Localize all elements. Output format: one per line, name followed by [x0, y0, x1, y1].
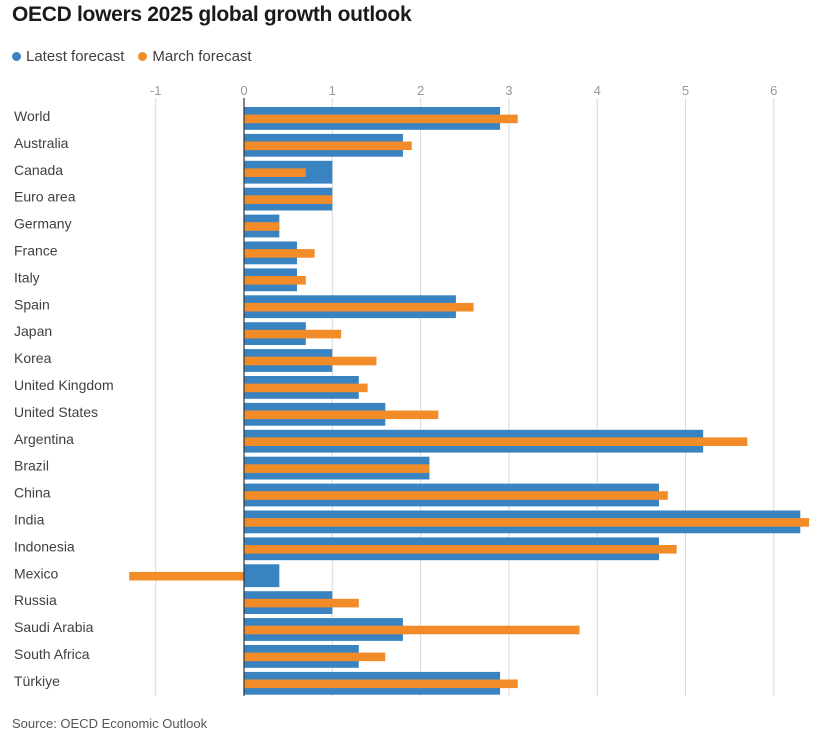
legend-label-march: March forecast — [152, 48, 252, 65]
category-label: Türkiye — [14, 673, 60, 689]
bar-march-forecast — [244, 195, 333, 204]
category-label: Japan — [14, 323, 52, 339]
legend-swatch-march — [138, 52, 148, 61]
category-label: Saudi Arabia — [14, 619, 94, 635]
bar-march-forecast — [244, 679, 518, 689]
x-tick-label: 0 — [240, 83, 247, 98]
category-label: China — [14, 485, 51, 501]
category-label: India — [14, 512, 45, 528]
bar-march-forecast — [244, 410, 439, 420]
legend-swatch-latest — [12, 52, 21, 61]
x-tick-label: 3 — [505, 83, 512, 98]
category-label: Indonesia — [14, 538, 75, 554]
source-note: Source: OECD Economic Outlook — [12, 716, 208, 731]
bar-march-forecast — [244, 222, 280, 231]
bar-march-forecast — [244, 329, 342, 339]
bar-march-forecast — [244, 464, 430, 473]
bar-latest-forecast — [244, 564, 280, 588]
bar-march-forecast — [244, 302, 474, 312]
category-label: Italy — [14, 269, 40, 285]
bar-march-forecast — [244, 491, 668, 500]
legend-label-latest: Latest forecast — [26, 48, 125, 65]
category-label: Australia — [14, 135, 69, 151]
category-label: France — [14, 243, 58, 259]
category-label: Canada — [14, 162, 63, 178]
category-label: Euro area — [14, 189, 76, 205]
category-label: Spain — [14, 296, 50, 312]
bar-march-forecast — [244, 276, 306, 285]
legend-item-march: March forecast — [138, 48, 252, 65]
bar-march-forecast — [244, 114, 518, 124]
legend-item-latest: Latest forecast — [12, 48, 124, 65]
bar-march-forecast — [244, 437, 748, 446]
category-label: Korea — [14, 350, 52, 366]
x-tick-label: -1 — [150, 83, 162, 98]
x-tick-label: 4 — [594, 83, 601, 98]
bar-march-forecast — [244, 141, 412, 151]
bar-march-forecast — [244, 598, 359, 608]
bar-march-forecast — [244, 249, 315, 258]
bar-march-forecast — [244, 518, 810, 527]
bar-march-forecast — [244, 625, 580, 635]
category-label: United States — [14, 404, 98, 420]
category-label: Mexico — [14, 565, 59, 581]
category-label: South Africa — [14, 646, 90, 662]
category-label: Germany — [14, 216, 72, 232]
chart-title: OECD lowers 2025 global growth outlook — [12, 3, 412, 26]
bar-march-forecast — [244, 545, 677, 554]
x-tick-label: 1 — [329, 83, 336, 98]
bar-march-forecast — [244, 383, 368, 393]
category-label: Argentina — [14, 431, 74, 447]
category-label: World — [14, 108, 50, 124]
bar-march-forecast — [244, 168, 306, 177]
category-label: United Kingdom — [14, 377, 114, 393]
bar-march-forecast — [129, 571, 244, 581]
category-label: Russia — [14, 592, 57, 608]
x-tick-label: 6 — [770, 83, 777, 98]
x-tick-label: 5 — [682, 83, 689, 98]
x-tick-label: 2 — [417, 83, 424, 98]
bar-march-forecast — [244, 652, 386, 662]
chart-legend: Latest forecast March forecast — [12, 48, 252, 65]
category-label: Brazil — [14, 458, 49, 474]
bar-chart: -1 0 1 2 3 4 5 6 World Australia Canada Euro area Ge… — [14, 83, 810, 696]
bar-march-forecast — [244, 356, 377, 366]
